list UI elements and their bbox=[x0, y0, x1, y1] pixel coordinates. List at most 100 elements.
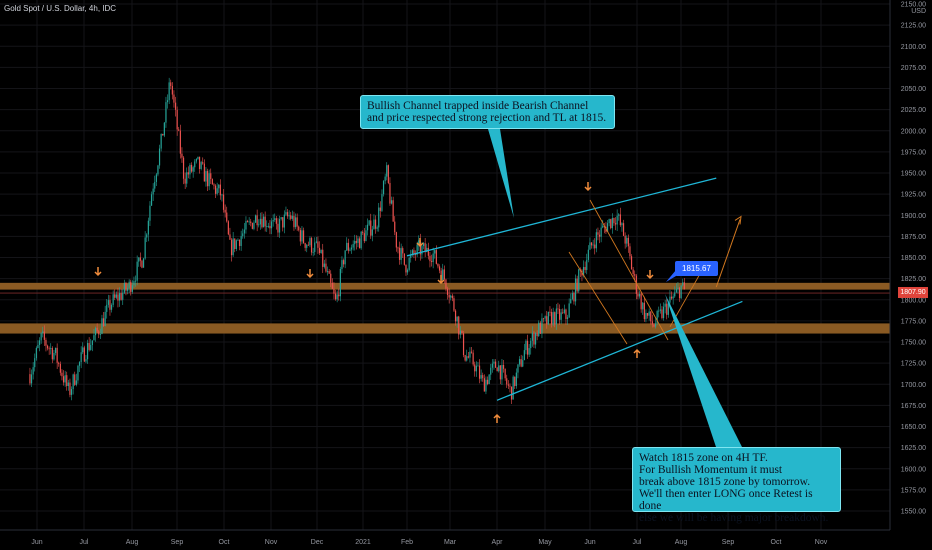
candle-body bbox=[566, 317, 569, 320]
callout-tail-top bbox=[488, 129, 514, 218]
candle-body bbox=[45, 339, 47, 346]
candle-body bbox=[110, 304, 113, 310]
candle-body bbox=[410, 254, 412, 258]
candle-body bbox=[126, 287, 129, 291]
candle-body bbox=[48, 348, 50, 350]
candle-body bbox=[443, 269, 445, 280]
candle-body bbox=[547, 311, 549, 325]
price-tick-label: 1625.00 bbox=[901, 445, 926, 452]
candle-body bbox=[552, 312, 554, 325]
candle-body bbox=[475, 365, 477, 372]
candle-body bbox=[314, 242, 316, 252]
price-tick-label: 1600.00 bbox=[901, 466, 926, 473]
candle-body bbox=[94, 327, 97, 336]
candle-body bbox=[138, 257, 140, 262]
candle-body bbox=[235, 240, 237, 249]
trendlines[interactable] bbox=[406, 177, 743, 401]
candle-body bbox=[450, 295, 452, 298]
candle-body bbox=[150, 194, 153, 206]
candle-body bbox=[83, 347, 85, 362]
candle-body bbox=[386, 165, 388, 177]
candle-body bbox=[218, 184, 220, 189]
candle-body bbox=[395, 232, 397, 248]
candle-body bbox=[208, 173, 210, 187]
candle-body bbox=[526, 340, 529, 355]
candle-body bbox=[258, 224, 260, 226]
price-tick-label: 1700.00 bbox=[901, 382, 926, 389]
candle-body bbox=[80, 352, 82, 363]
candle-body bbox=[229, 234, 231, 240]
candle-body bbox=[666, 303, 668, 315]
candle-body bbox=[331, 282, 333, 289]
candle-body bbox=[610, 219, 612, 229]
candle-body bbox=[592, 244, 594, 246]
candle-body bbox=[640, 293, 642, 310]
candle-body bbox=[74, 374, 76, 385]
candle-body bbox=[419, 240, 421, 255]
price-tick-label: 1750.00 bbox=[901, 340, 926, 347]
candle-body bbox=[251, 222, 253, 229]
candle-body bbox=[422, 243, 425, 247]
candle-body bbox=[451, 295, 453, 299]
candle-body bbox=[224, 209, 226, 213]
candle-body bbox=[358, 238, 361, 249]
price-tick-label: 1725.00 bbox=[901, 361, 926, 368]
candle-body bbox=[427, 247, 429, 256]
candle-body bbox=[144, 237, 146, 259]
candle-body bbox=[165, 102, 167, 123]
candle-body bbox=[267, 225, 269, 227]
candle-body bbox=[250, 221, 252, 223]
candle-body bbox=[136, 261, 138, 281]
candle-body bbox=[654, 323, 657, 327]
candle-body bbox=[454, 310, 457, 322]
candle-body bbox=[221, 194, 223, 196]
candle-body bbox=[326, 271, 329, 272]
price-zone bbox=[0, 323, 890, 334]
candle-body bbox=[467, 356, 469, 358]
candle-body bbox=[34, 358, 36, 368]
candle-body bbox=[373, 219, 375, 230]
candle-body bbox=[282, 217, 284, 228]
candle-body bbox=[162, 133, 164, 136]
candle-body bbox=[544, 316, 546, 319]
candle-body bbox=[334, 293, 337, 300]
candle-body bbox=[298, 226, 300, 231]
candle-body bbox=[461, 330, 463, 334]
price-tick-label: 1575.00 bbox=[901, 487, 926, 494]
candle-body bbox=[442, 269, 444, 281]
candle-body bbox=[446, 288, 449, 295]
candle-body bbox=[42, 331, 44, 334]
candle-body bbox=[683, 282, 685, 290]
candle-body bbox=[238, 239, 241, 246]
candle-body bbox=[323, 263, 325, 267]
price-axis[interactable]: 2150.00 2125.00 2100.00 2075.00 2050.00 2025.… bbox=[889, 0, 932, 550]
candle-body bbox=[280, 217, 282, 219]
callout-watch-zone[interactable]: Watch 1815 zone on 4H TF. For Bullish Mo… bbox=[632, 447, 841, 524]
candle-body bbox=[435, 250, 437, 264]
candle-body bbox=[120, 293, 122, 300]
candle-body bbox=[472, 352, 474, 365]
candle-body bbox=[384, 176, 386, 182]
candle-body bbox=[322, 249, 324, 267]
candle-body bbox=[219, 184, 221, 196]
price-tick-label: 2125.00 bbox=[901, 23, 926, 30]
callout-bullish-channel[interactable]: Bullish Channel trapped inside Bearish C… bbox=[360, 95, 615, 129]
candle-body bbox=[629, 246, 631, 257]
candle-body bbox=[563, 309, 565, 313]
candle-body bbox=[405, 264, 407, 273]
price-zone bbox=[0, 282, 890, 290]
candle-body bbox=[397, 247, 399, 249]
candle-body bbox=[478, 365, 481, 379]
candle-body bbox=[576, 278, 578, 292]
candle-body bbox=[163, 122, 165, 136]
candle-body bbox=[227, 221, 229, 235]
candle-body bbox=[616, 215, 618, 225]
candle-body bbox=[598, 234, 601, 237]
price-label-1815[interactable]: 1815.67 bbox=[675, 261, 718, 276]
candle-body bbox=[680, 285, 682, 299]
time-axis[interactable]: Jun Jul Aug Sep Oct Nov Dec 2021 Feb Mar Apr May Jun… bbox=[0, 529, 890, 546]
candle-body bbox=[50, 348, 52, 349]
candle-body bbox=[77, 365, 79, 381]
candle-body bbox=[200, 162, 202, 169]
candle-body bbox=[371, 229, 373, 236]
